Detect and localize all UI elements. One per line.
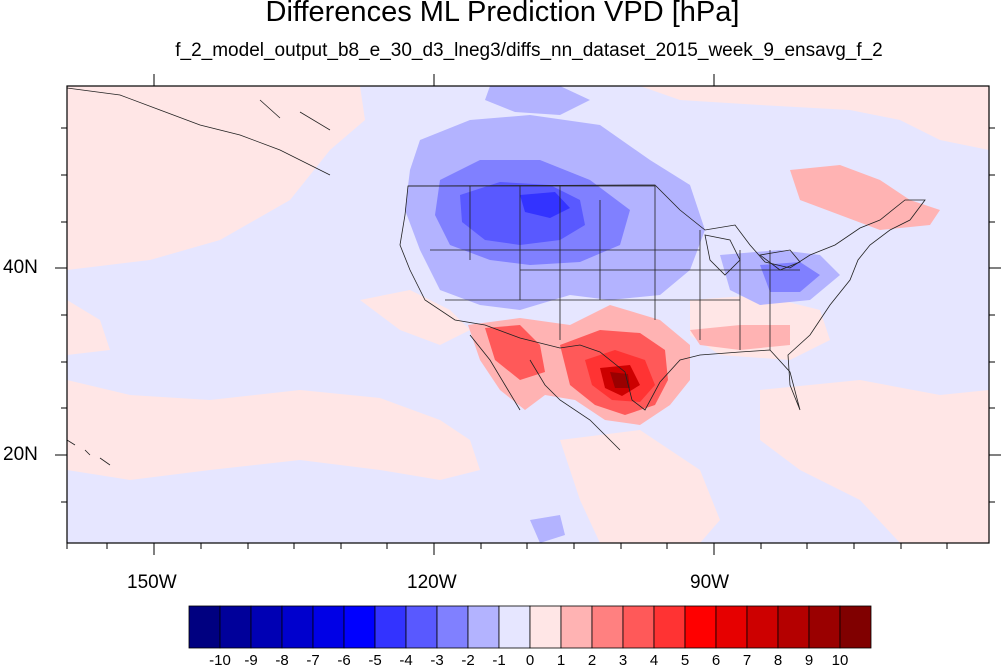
colorbar-swatch bbox=[219, 605, 252, 649]
colorbar-label: 0 bbox=[525, 652, 535, 669]
colorbar-swatch bbox=[591, 605, 624, 649]
colorbar-label: 5 bbox=[680, 652, 690, 669]
colorbar-label: 10 bbox=[831, 652, 849, 669]
colorbar-swatch bbox=[312, 605, 345, 649]
colorbar-label: -2 bbox=[461, 652, 475, 669]
colorbar-swatch bbox=[653, 605, 686, 649]
positive-extreme-regions bbox=[585, 350, 655, 402]
lon-label-150w: 150W bbox=[127, 572, 177, 593]
colorbar-swatch bbox=[374, 605, 407, 649]
colorbar-swatch bbox=[622, 605, 655, 649]
lon-label-120w: 120W bbox=[407, 572, 457, 593]
colorbar-swatch bbox=[529, 605, 562, 649]
colorbar-swatch bbox=[684, 605, 717, 649]
colorbar-label: 4 bbox=[649, 652, 659, 669]
field-layer bbox=[67, 86, 989, 543]
colorbar bbox=[188, 605, 872, 649]
colorbar-swatch bbox=[281, 605, 314, 649]
colorbar-label: -9 bbox=[244, 652, 258, 669]
colorbar-label: -1 bbox=[492, 652, 506, 669]
colorbar-swatch bbox=[746, 605, 779, 649]
colorbar-label: -7 bbox=[306, 652, 320, 669]
colorbar-label: -8 bbox=[275, 652, 289, 669]
chart-title: Differences ML Prediction VPD [hPa] bbox=[265, 0, 740, 28]
lon-label-90w: 90W bbox=[690, 572, 730, 593]
colorbar-swatch bbox=[467, 605, 500, 649]
colorbar-swatch bbox=[839, 605, 872, 649]
colorbar-swatch bbox=[188, 605, 221, 649]
colorbar-label: 3 bbox=[618, 652, 628, 669]
colorbar-label: 7 bbox=[742, 652, 752, 669]
colorbar-label: 6 bbox=[711, 652, 721, 669]
colorbar-swatch bbox=[498, 605, 531, 649]
colorbar-label: -10 bbox=[209, 652, 231, 669]
chart-subtitle: f_2_model_output_b8_e_30_d3_lneg3/diffs_… bbox=[175, 40, 883, 61]
colorbar-label: -6 bbox=[337, 652, 351, 669]
boundary-lines bbox=[67, 87, 926, 466]
colorbar-label: -3 bbox=[430, 652, 444, 669]
colorbar-swatch bbox=[250, 605, 283, 649]
colorbar-label: 8 bbox=[773, 652, 783, 669]
colorbar-swatch bbox=[560, 605, 593, 649]
tick-marks bbox=[55, 74, 1001, 555]
colorbar-label: 9 bbox=[804, 652, 814, 669]
colorbar-swatch bbox=[777, 605, 810, 649]
colorbar-label: 1 bbox=[556, 652, 566, 669]
colorbar-swatch bbox=[405, 605, 438, 649]
negative-strong-regions bbox=[460, 182, 585, 245]
positive-weak-regions bbox=[67, 86, 989, 543]
lat-label-20n: 20N bbox=[3, 444, 38, 465]
colorbar-swatch bbox=[343, 605, 376, 649]
colorbar-label: 2 bbox=[587, 652, 597, 669]
colorbar-swatch bbox=[436, 605, 469, 649]
colorbar-label: -5 bbox=[368, 652, 382, 669]
colorbar-swatch bbox=[808, 605, 841, 649]
lat-label-40n: 40N bbox=[3, 257, 38, 278]
colorbar-label: -4 bbox=[399, 652, 413, 669]
colorbar-swatch bbox=[715, 605, 748, 649]
